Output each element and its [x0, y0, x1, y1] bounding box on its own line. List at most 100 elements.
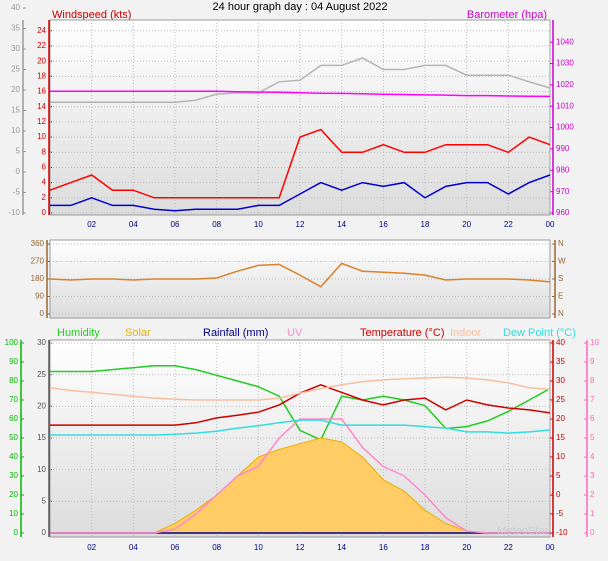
- x-tick-label: 10: [254, 220, 263, 229]
- y-tick-label: 4: [42, 178, 47, 187]
- x-tick-label: 06: [171, 220, 180, 229]
- y-tick-label: 25: [556, 395, 565, 404]
- y-tick-label: 30: [11, 44, 20, 53]
- x-tick-label: 10: [254, 543, 263, 552]
- y-tick-label: 20: [37, 401, 46, 410]
- x-tick-label: 12: [296, 543, 305, 552]
- y-tick-label: 970: [556, 187, 570, 196]
- y-tick-label: 180: [31, 274, 45, 283]
- y-tick-label: W: [558, 257, 566, 266]
- y-tick-label: 35: [556, 357, 565, 366]
- chart-title: 24 hour graph day : 04 August 2022: [213, 1, 388, 13]
- y-tick-label: 1: [590, 509, 595, 518]
- y-tick-label: 30: [37, 338, 46, 347]
- y-tick-label: 90: [9, 357, 18, 366]
- x-tick-label: 22: [504, 220, 513, 229]
- y-tick-label: 1010: [556, 101, 574, 110]
- line: [49, 128, 551, 199]
- legend-label: UV: [287, 327, 303, 339]
- line: [50, 57, 551, 104]
- x-tick-label: 02: [87, 543, 96, 552]
- y-tick-label: 18: [37, 71, 46, 80]
- y-tick-label: 8: [590, 376, 595, 385]
- x-tick-label: 16: [379, 543, 388, 552]
- y-tick-label: 5: [556, 471, 561, 480]
- y-tick-label: 5: [16, 147, 21, 156]
- y-tick-label: 6: [590, 414, 595, 423]
- x-tick-label: 18: [421, 543, 430, 552]
- y-tick-label: 10: [556, 452, 565, 461]
- y-tick-label: 1040: [556, 37, 574, 46]
- line: [49, 262, 551, 288]
- y-tick-label: -5: [13, 188, 21, 197]
- y-tick-label: 15: [556, 433, 565, 442]
- y-tick-label: 10: [37, 132, 46, 141]
- y-tick-label: 2: [590, 490, 595, 499]
- x-tick-label: 20: [462, 543, 471, 552]
- y-tick-label: N: [558, 239, 564, 248]
- y-tick-label: 0: [42, 528, 47, 537]
- y-tick-label: 40: [556, 338, 565, 347]
- y-tick-label: E: [558, 292, 563, 301]
- y-tick-label: 0: [16, 167, 21, 176]
- y-tick-label: 80: [9, 376, 18, 385]
- y-tick-label: 10: [9, 509, 18, 518]
- y-tick-label: 40: [11, 3, 20, 12]
- y-tick-label: 4: [590, 452, 595, 461]
- legend-label: Temperature (°C): [360, 327, 444, 339]
- y-tick-label: -10: [556, 528, 568, 537]
- y-tick-label: 0: [590, 528, 595, 537]
- y-tick-label: 35: [11, 24, 20, 33]
- legend-label: Rainfall (mm): [203, 327, 268, 339]
- y-tick-label: 0: [14, 528, 19, 537]
- y-tick-label: 90: [35, 292, 44, 301]
- watermark: MeteoStar: [497, 525, 548, 537]
- x-tick-label: 14: [337, 543, 346, 552]
- y-tick-label: 22: [37, 41, 46, 50]
- y-tick-label: 980: [556, 165, 570, 174]
- line: [50, 419, 551, 436]
- x-tick-label: 04: [129, 220, 138, 229]
- line: [50, 90, 551, 98]
- y-tick-label: 5: [42, 496, 47, 505]
- y-tick-label: S: [558, 274, 563, 283]
- y-tick-label: 25: [11, 65, 20, 74]
- x-tick-label: 14: [337, 220, 346, 229]
- y-tick-label: 5: [590, 433, 595, 442]
- y-tick-label: 50: [9, 433, 18, 442]
- x-tick-label: 16: [379, 220, 388, 229]
- y-tick-label: -5: [556, 509, 564, 518]
- y-tick-label: 7: [590, 395, 595, 404]
- y-tick-label: 15: [11, 106, 20, 115]
- x-tick-label: 00: [546, 543, 555, 552]
- line: [50, 418, 550, 534]
- y-tick-label: 270: [31, 257, 45, 266]
- y-tick-label: 16: [37, 87, 46, 96]
- y2-axis-label: Barometer (hpa): [467, 9, 547, 21]
- y-tick-label: 3: [590, 471, 595, 480]
- y-tick-label: 30: [9, 471, 18, 480]
- line: [50, 365, 551, 441]
- y-tick-label: 990: [556, 144, 570, 153]
- x-tick-label: 12: [296, 220, 305, 229]
- legend-label: Indoor: [450, 327, 482, 339]
- x-tick-label: 22: [504, 543, 513, 552]
- x-tick-label: 18: [421, 220, 430, 229]
- y-tick-label: 0: [40, 309, 45, 318]
- y-tick-label: 20: [9, 490, 18, 499]
- y-tick-label: 25: [37, 370, 46, 379]
- y-tick-label: -10: [8, 208, 20, 217]
- y-tick-label: 20: [11, 85, 20, 94]
- y-tick-label: 100: [5, 338, 19, 347]
- x-tick-label: 08: [212, 543, 221, 552]
- y-tick-label: 960: [556, 208, 570, 217]
- y-tick-label: 1030: [556, 59, 574, 68]
- y-tick-label: 0: [556, 490, 561, 499]
- y-tick-label: 1020: [556, 80, 574, 89]
- legend-label: Solar: [125, 327, 151, 339]
- y-tick-label: 2: [42, 193, 47, 202]
- y-tick-label: 12: [37, 117, 46, 126]
- x-tick-label: 20: [462, 220, 471, 229]
- x-tick-label: 02: [87, 220, 96, 229]
